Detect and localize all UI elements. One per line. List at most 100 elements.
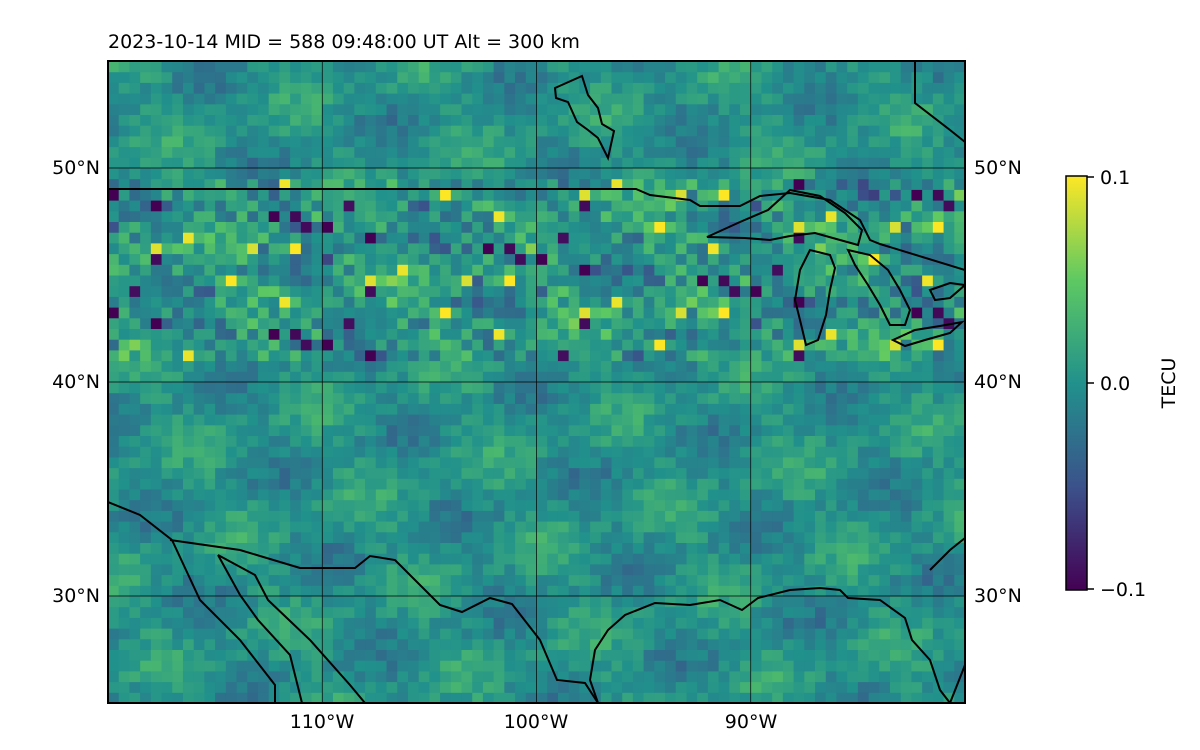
tec-cell	[879, 103, 891, 115]
tec-cell	[290, 392, 302, 404]
tec-cell	[793, 585, 805, 597]
tec-cell	[375, 307, 388, 319]
tec-cell	[686, 371, 698, 383]
tec-cell	[697, 596, 709, 608]
tec-cell	[954, 382, 965, 394]
tec-cell	[857, 275, 870, 287]
tec-cell	[365, 135, 377, 148]
tec-cell	[697, 307, 709, 319]
tec-cell	[932, 200, 945, 212]
tec-cell	[247, 135, 259, 148]
tec-cell	[290, 168, 302, 180]
tec-cell	[740, 360, 752, 372]
tec-cell	[632, 435, 645, 447]
tec-cell	[440, 232, 452, 244]
tec-cell	[868, 499, 880, 511]
tec-cell	[547, 125, 559, 137]
tec-cell	[365, 403, 377, 415]
tec-cell	[836, 563, 848, 576]
tec-cell	[236, 424, 248, 436]
tec-cell	[782, 178, 795, 190]
tec-cell	[268, 200, 280, 212]
tec-cell	[729, 264, 741, 276]
tec-cell	[804, 157, 816, 169]
tec-cell	[815, 531, 827, 543]
tec-cell	[740, 210, 752, 222]
tec-cell	[482, 135, 495, 148]
tec-cell	[472, 360, 484, 372]
tec-cell	[740, 446, 752, 458]
tec-cell	[868, 531, 880, 543]
tec-cell	[697, 424, 709, 436]
tec-cell	[525, 275, 537, 287]
tec-cell	[365, 146, 377, 158]
tec-cell	[354, 424, 366, 436]
tec-cell	[879, 392, 891, 404]
tec-cell	[450, 371, 463, 383]
tec-cell	[611, 424, 623, 436]
tec-cell	[504, 200, 516, 212]
tec-cell	[161, 328, 173, 340]
tec-cell	[729, 221, 741, 233]
tec-cell	[386, 403, 398, 415]
tec-cell	[815, 178, 827, 190]
tec-cell	[225, 296, 238, 308]
tec-cell	[579, 606, 591, 618]
tec-cell	[825, 125, 837, 137]
tec-cell	[172, 456, 184, 469]
tec-cell	[150, 692, 163, 703]
tec-cell	[868, 157, 880, 169]
tec-cell	[150, 478, 163, 490]
tec-cell	[847, 638, 859, 650]
tec-cell	[557, 275, 570, 287]
tec-cell	[825, 692, 837, 703]
tec-cell	[290, 82, 302, 94]
tec-cell	[397, 114, 409, 126]
tec-cell	[686, 692, 698, 703]
tec-cell	[257, 531, 270, 543]
tec-cell	[204, 681, 216, 693]
tec-cell	[193, 521, 205, 533]
tec-cell	[108, 414, 120, 426]
tec-cell	[718, 649, 730, 661]
tec-cell	[332, 660, 345, 672]
tec-cell	[772, 371, 784, 383]
tec-cell	[815, 135, 827, 148]
tec-cell	[525, 467, 537, 479]
tec-cell	[525, 628, 537, 640]
tec-cell	[407, 157, 420, 169]
tec-cell	[429, 317, 441, 329]
tec-cell	[386, 499, 398, 511]
tec-cell	[311, 125, 323, 137]
tec-cell	[515, 478, 527, 490]
tec-cell	[322, 563, 334, 576]
tec-cell	[568, 114, 580, 126]
tec-cell	[515, 157, 527, 169]
tec-cell	[429, 446, 441, 458]
tec-cell	[686, 638, 698, 650]
tec-cell	[182, 296, 195, 308]
tec-cell	[718, 242, 730, 255]
tec-cell	[204, 392, 216, 404]
tec-cell	[129, 168, 141, 180]
tec-cell	[868, 596, 880, 608]
tec-cell	[493, 649, 505, 661]
tec-cell	[943, 553, 955, 565]
tec-cell	[300, 638, 313, 650]
tec-cell	[172, 649, 184, 661]
tec-cell	[311, 638, 323, 650]
tec-cell	[493, 221, 505, 233]
tec-cell	[557, 285, 570, 297]
tec-cell	[332, 681, 345, 693]
tec-cell	[440, 168, 452, 180]
tec-cell	[482, 435, 495, 447]
tec-cell	[472, 574, 484, 586]
tec-cell	[236, 178, 248, 190]
tec-cell	[547, 489, 559, 501]
tec-cell	[879, 371, 891, 383]
tec-cell	[922, 617, 934, 629]
tec-cell	[257, 606, 270, 618]
tec-cell	[440, 328, 452, 340]
tec-cell	[386, 103, 398, 115]
tec-cell	[772, 563, 784, 576]
